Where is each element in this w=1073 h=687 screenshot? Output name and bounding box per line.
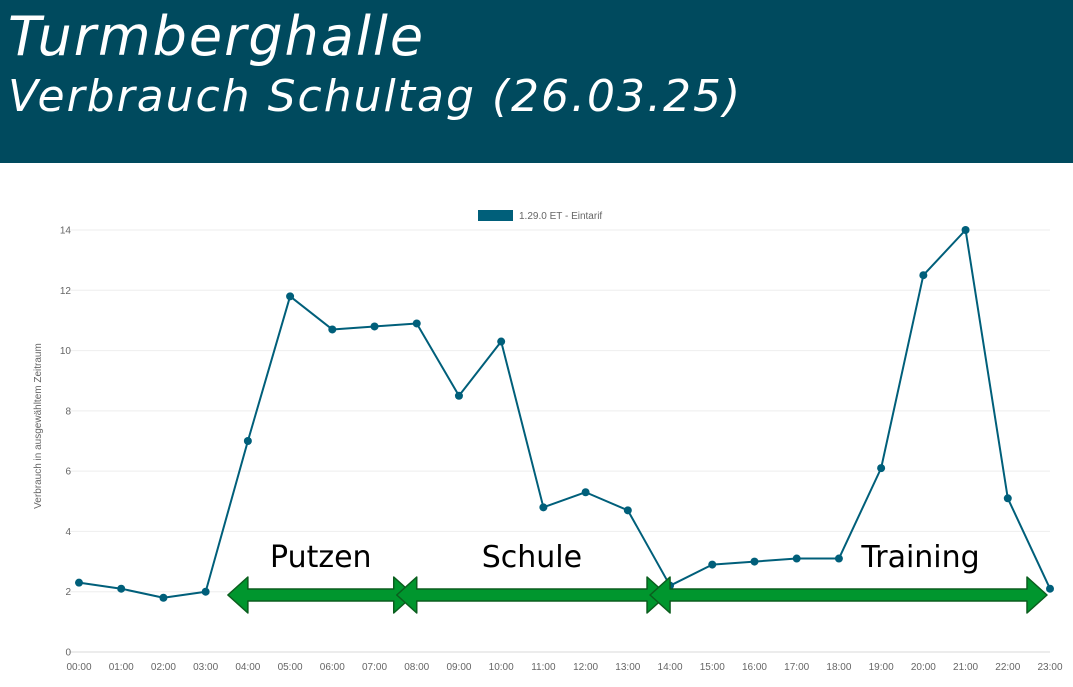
annotation-arrow [227,576,415,614]
x-tick-label: 13:00 [615,662,640,673]
x-tick-label: 03:00 [193,662,218,673]
x-tick-label: 04:00 [235,662,260,673]
data-point[interactable] [792,554,801,563]
data-point[interactable] [708,560,717,569]
y-tick-label: 12 [60,286,72,297]
y-tick-label: 2 [65,587,71,598]
data-point[interactable] [497,337,506,346]
x-tick-label: 07:00 [362,662,387,673]
data-point[interactable] [581,488,590,497]
x-tick-label: 14:00 [658,662,683,673]
data-point[interactable] [243,437,252,445]
data-point[interactable] [454,391,463,400]
x-tick-label: 01:00 [109,662,134,673]
annotation-label: Training [860,540,979,575]
x-tick-label: 21:00 [953,662,978,673]
data-point[interactable] [412,319,421,328]
x-tick-label: 11:00 [531,662,556,673]
header-banner: Turmberghalle Verbrauch Schultag (26.03.… [0,0,1073,163]
x-tick-label: 22:00 [995,662,1020,673]
x-tick-label: 23:00 [1037,662,1062,673]
legend-swatch[interactable] [478,210,513,221]
x-tick-label: 00:00 [66,662,91,673]
data-point[interactable] [834,554,843,563]
data-point[interactable] [159,593,168,602]
x-tick-label: 10:00 [489,662,514,673]
x-tick-label: 17:00 [784,662,809,673]
data-point[interactable] [1046,584,1054,593]
data-point[interactable] [117,584,126,593]
y-axis-label: Verbrauch in ausgewähltem Zeitraum [33,343,44,509]
data-point[interactable] [877,464,886,473]
y-tick-label: 8 [65,406,71,417]
annotation-label: Schule [482,540,582,575]
series-line [78,229,1051,599]
page-title: Turmberghalle [8,5,426,68]
y-tick-label: 6 [65,467,71,478]
y-tick-label: 4 [65,527,71,538]
data-point[interactable] [201,587,210,596]
x-tick-label: 08:00 [404,662,429,673]
x-tick-label: 19:00 [869,662,894,673]
x-tick-label: 15:00 [700,662,725,673]
data-point[interactable] [328,325,337,334]
x-tick-label: 18:00 [826,662,851,673]
x-tick-label: 20:00 [911,662,936,673]
annotation-group: Putzen Schule Training [227,540,1048,614]
data-point[interactable] [750,557,759,566]
data-point[interactable] [370,322,379,331]
line-chart: 0 2 4 6 8 10 12 14 00:00 01:00 02:00 03:00 04:00 05:… [33,210,1063,673]
legend-label[interactable]: 1.29.0 ET - Eintarif [519,211,602,222]
page-subtitle: Verbrauch Schultag (26.03.25) [8,71,743,122]
series-line-group [75,226,1054,602]
x-tick-label: 12:00 [573,662,598,673]
y-tick-label: 14 [60,226,72,237]
x-tick-label: 05:00 [278,662,303,673]
data-point[interactable] [75,578,83,587]
data-point[interactable] [286,292,295,301]
annotation-label: Putzen [270,540,372,575]
data-point[interactable] [539,503,548,512]
data-point[interactable] [961,226,970,234]
x-axis: 00:00 01:00 02:00 03:00 04:00 05:00 06:00 07:00… [66,662,1062,673]
annotation-arrow [395,576,668,614]
x-tick-label: 16:00 [742,662,767,673]
chart-legend[interactable]: 1.29.0 ET - Eintarif [478,210,602,222]
x-tick-label: 09:00 [446,662,471,673]
data-point[interactable] [1003,494,1012,503]
x-tick-label: 02:00 [151,662,176,673]
data-point[interactable] [919,271,928,280]
y-axis: 0 2 4 6 8 10 12 14 [60,226,72,659]
y-tick-label: 0 [65,648,71,659]
y-tick-label: 10 [60,346,72,357]
data-point[interactable] [623,506,632,515]
x-tick-label: 06:00 [320,662,345,673]
annotation-arrow [649,576,1048,614]
